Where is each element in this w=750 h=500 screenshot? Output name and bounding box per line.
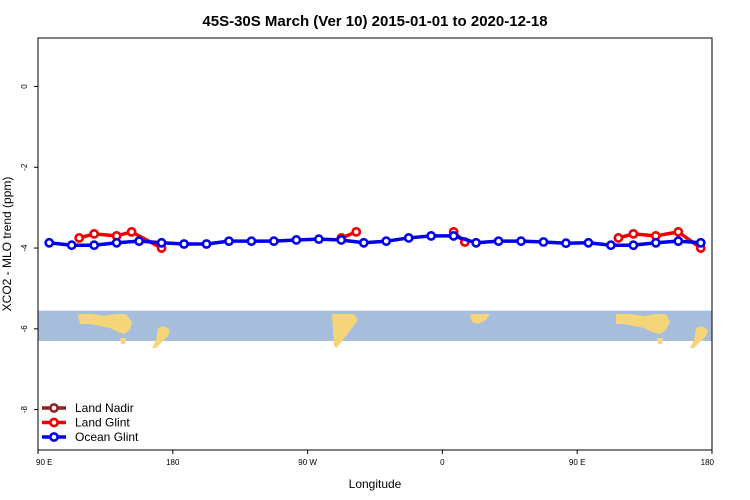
legend-swatch-point bbox=[49, 403, 59, 413]
x-tick-label: 90 W bbox=[298, 458, 317, 467]
map-background bbox=[38, 310, 712, 348]
ocean-strip bbox=[38, 310, 712, 341]
land-southamerica bbox=[332, 314, 358, 348]
data-point bbox=[673, 226, 684, 237]
data-point bbox=[403, 233, 414, 243]
data-point bbox=[695, 237, 706, 248]
land-tasmania-1 bbox=[120, 338, 126, 344]
land-africa bbox=[470, 314, 490, 324]
y-tick-label: 0 bbox=[20, 84, 29, 89]
data-point bbox=[538, 237, 549, 247]
data-point bbox=[44, 237, 55, 248]
data-point bbox=[561, 238, 571, 249]
x-axis: 90 E 180 90 W 0 90 E 180 bbox=[36, 450, 715, 467]
land-newzealand-2 bbox=[690, 326, 708, 348]
legend-label: Ocean Glint bbox=[75, 430, 139, 444]
data-point bbox=[471, 237, 481, 248]
data-point bbox=[156, 237, 167, 248]
data-point bbox=[89, 240, 100, 251]
data-point bbox=[291, 235, 302, 245]
data-point bbox=[66, 240, 77, 251]
data-point bbox=[89, 229, 100, 239]
y-tick-label: -4 bbox=[20, 244, 29, 252]
y-axis-label: XCO2 - MLO trend (ppm) bbox=[0, 177, 14, 312]
data-point bbox=[336, 235, 347, 245]
data-point bbox=[493, 236, 504, 247]
x-tick-label: 90 E bbox=[569, 458, 585, 467]
x-tick-label: 180 bbox=[166, 458, 180, 467]
chart-title: 45S-30S March (Ver 10) 2015-01-01 to 202… bbox=[202, 13, 547, 30]
data-point bbox=[74, 233, 85, 243]
data-point bbox=[516, 236, 526, 247]
legend-item: Ocean Glint bbox=[42, 430, 139, 444]
x-axis-label: Longitude bbox=[349, 477, 402, 491]
land-newzealand-1 bbox=[152, 326, 170, 348]
land-tasmania-2 bbox=[657, 338, 663, 344]
data-point bbox=[351, 226, 362, 237]
data-point bbox=[313, 234, 324, 245]
legend-swatch-point bbox=[49, 432, 59, 442]
data-point bbox=[201, 239, 212, 249]
series-layer bbox=[44, 226, 706, 253]
data-point bbox=[381, 236, 392, 247]
series-ocean-glint bbox=[44, 231, 706, 251]
data-point bbox=[111, 237, 122, 248]
y-tick-label: -6 bbox=[20, 325, 29, 333]
data-point bbox=[246, 236, 257, 247]
data-point bbox=[650, 237, 661, 248]
y-axis: 0 -2 -4 -6 -8 bbox=[20, 84, 38, 413]
data-point bbox=[448, 231, 459, 241]
data-point bbox=[673, 236, 684, 247]
legend-item: Land Nadir bbox=[42, 401, 134, 415]
land-australia-1 bbox=[78, 314, 132, 334]
legend-label: Land Glint bbox=[75, 416, 130, 430]
data-point bbox=[583, 237, 594, 248]
x-tick-label: 180 bbox=[701, 458, 715, 467]
data-point bbox=[606, 240, 616, 251]
data-point bbox=[179, 239, 189, 249]
data-point bbox=[628, 240, 639, 251]
x-tick-label: 90 E bbox=[36, 458, 52, 467]
y-tick-label: -8 bbox=[20, 406, 29, 414]
land-australia-2 bbox=[616, 314, 670, 334]
legend-item: Land Glint bbox=[42, 416, 130, 430]
data-point bbox=[613, 233, 624, 243]
legend-label: Land Nadir bbox=[75, 401, 134, 415]
data-point bbox=[628, 229, 639, 239]
plot-frame bbox=[37, 37, 713, 451]
legend-swatch-point bbox=[49, 417, 59, 428]
series-line bbox=[49, 234, 701, 247]
data-point bbox=[224, 236, 234, 247]
data-point bbox=[126, 226, 137, 237]
data-point bbox=[134, 236, 144, 247]
data-point bbox=[268, 236, 279, 247]
data-point bbox=[358, 237, 369, 248]
y-tick-label: -2 bbox=[20, 163, 29, 171]
data-point bbox=[426, 231, 437, 241]
x-tick-label: 0 bbox=[440, 458, 445, 467]
